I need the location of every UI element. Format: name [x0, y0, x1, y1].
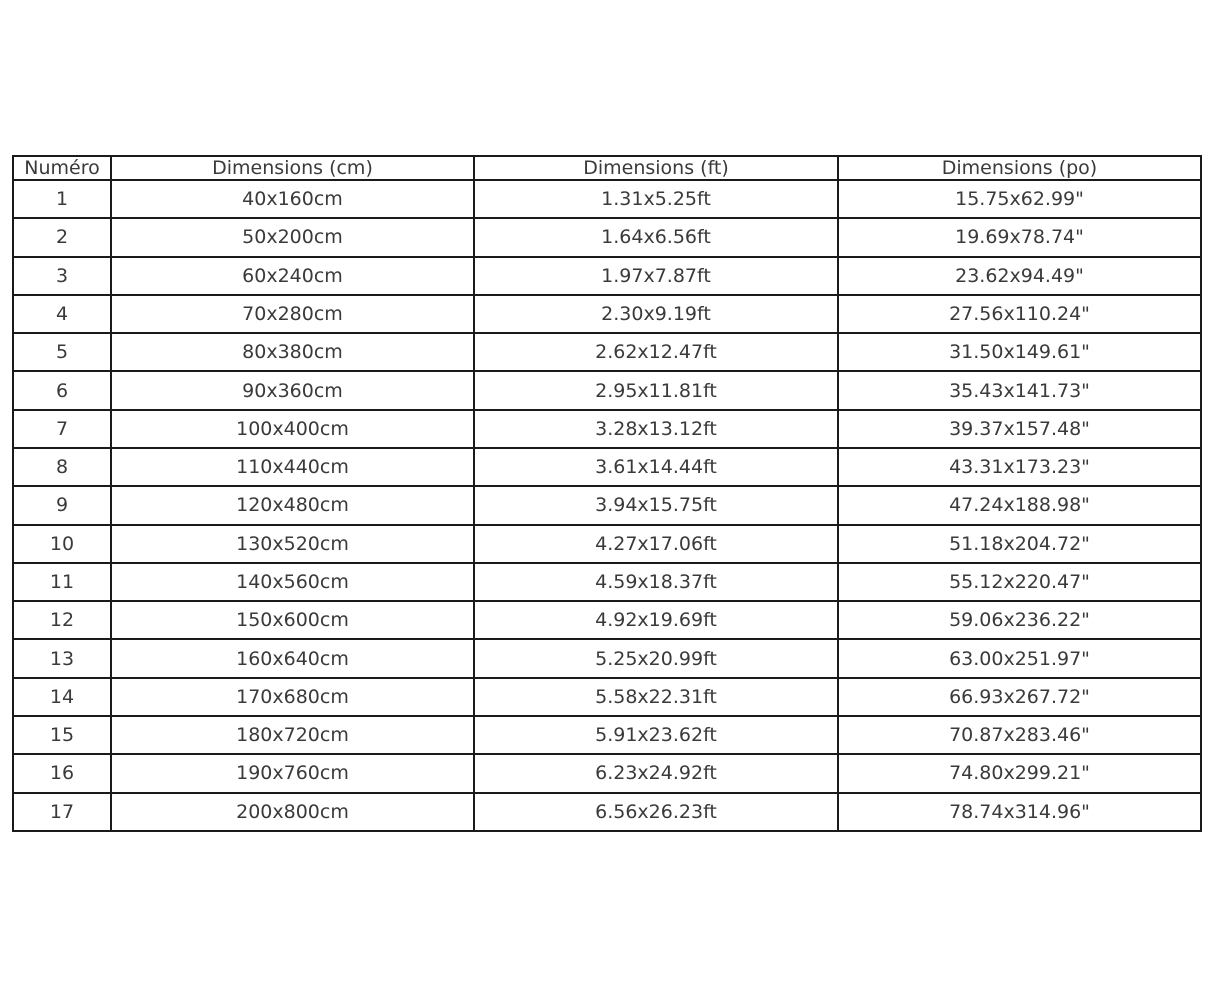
- cell-dimensions-ft: 1.64x6.56ft: [473, 217, 839, 258]
- table-row: 17 200x800cm 6.56x26.23ft 78.74x314.96": [12, 791, 1202, 832]
- cell-dimensions-ft: 4.59x18.37ft: [473, 561, 839, 603]
- cell-dimensions-ft: 5.25x20.99ft: [473, 638, 839, 679]
- cell-dimensions-cm: 60x240cm: [110, 255, 475, 296]
- cell-dimensions-po: 70.87x283.46": [837, 714, 1202, 756]
- cell-dimensions-ft: 3.28x13.12ft: [473, 408, 839, 449]
- cell-numero: 17: [12, 791, 112, 832]
- cell-dimensions-cm: 100x400cm: [110, 408, 475, 449]
- table-row: 5 80x380cm 2.62x12.47ft 31.50x149.61": [12, 332, 1202, 373]
- table-row: 13 160x640cm 5.25x20.99ft 63.00x251.97": [12, 638, 1202, 679]
- cell-dimensions-ft: 3.94x15.75ft: [473, 485, 839, 526]
- table-row: 11 140x560cm 4.59x18.37ft 55.12x220.47": [12, 561, 1202, 603]
- cell-dimensions-po: 78.74x314.96": [837, 791, 1202, 832]
- cell-dimensions-po: 55.12x220.47": [837, 561, 1202, 603]
- table-row: 9 120x480cm 3.94x15.75ft 47.24x188.98": [12, 485, 1202, 526]
- cell-dimensions-ft: 6.56x26.23ft: [473, 791, 839, 832]
- cell-dimensions-po: 31.50x149.61": [837, 332, 1202, 373]
- table-row: 8 110x440cm 3.61x14.44ft 43.31x173.23": [12, 446, 1202, 488]
- cell-dimensions-po: 23.62x94.49": [837, 255, 1202, 296]
- cell-dimensions-po: 63.00x251.97": [837, 638, 1202, 679]
- cell-numero: 9: [12, 485, 112, 526]
- table-body: 1 40x160cm 1.31x5.25ft 15.75x62.99" 2 50x200c…: [12, 178, 1202, 832]
- cell-dimensions-po: 27.56x110.24": [837, 293, 1202, 335]
- header-dimensions-cm: Dimensions (cm): [110, 155, 475, 181]
- cell-dimensions-cm: 180x720cm: [110, 714, 475, 756]
- cell-dimensions-ft: 5.58x22.31ft: [473, 676, 839, 717]
- cell-dimensions-cm: 40x160cm: [110, 178, 475, 220]
- cell-numero: 14: [12, 676, 112, 717]
- cell-dimensions-cm: 190x760cm: [110, 753, 475, 794]
- cell-dimensions-cm: 50x200cm: [110, 217, 475, 258]
- cell-dimensions-po: 19.69x78.74": [837, 217, 1202, 258]
- cell-dimensions-po: 59.06x236.22": [837, 600, 1202, 641]
- cell-dimensions-ft: 1.97x7.87ft: [473, 255, 839, 296]
- cell-numero: 11: [12, 561, 112, 603]
- cell-numero: 16: [12, 753, 112, 794]
- table-row: 1 40x160cm 1.31x5.25ft 15.75x62.99": [12, 178, 1202, 220]
- cell-dimensions-ft: 2.95x11.81ft: [473, 370, 839, 411]
- header-dimensions-po: Dimensions (po): [837, 155, 1202, 181]
- cell-dimensions-po: 15.75x62.99": [837, 178, 1202, 220]
- cell-dimensions-cm: 150x600cm: [110, 600, 475, 641]
- cell-numero: 13: [12, 638, 112, 679]
- table-row: 16 190x760cm 6.23x24.92ft 74.80x299.21": [12, 753, 1202, 794]
- cell-numero: 5: [12, 332, 112, 373]
- cell-dimensions-cm: 120x480cm: [110, 485, 475, 526]
- cell-dimensions-cm: 200x800cm: [110, 791, 475, 832]
- dimensions-table: Numéro Dimensions (cm) Dimensions (ft) D…: [12, 155, 1202, 832]
- table-row: 4 70x280cm 2.30x9.19ft 27.56x110.24": [12, 293, 1202, 335]
- cell-numero: 2: [12, 217, 112, 258]
- cell-dimensions-po: 66.93x267.72": [837, 676, 1202, 717]
- cell-numero: 12: [12, 600, 112, 641]
- table-row: 10 130x520cm 4.27x17.06ft 51.18x204.72": [12, 523, 1202, 564]
- cell-dimensions-cm: 130x520cm: [110, 523, 475, 564]
- table-row: 6 90x360cm 2.95x11.81ft 35.43x141.73": [12, 370, 1202, 411]
- table-row: 2 50x200cm 1.64x6.56ft 19.69x78.74": [12, 217, 1202, 258]
- table-row: 15 180x720cm 5.91x23.62ft 70.87x283.46": [12, 714, 1202, 756]
- table-row: 3 60x240cm 1.97x7.87ft 23.62x94.49": [12, 255, 1202, 296]
- header-numero: Numéro: [12, 155, 112, 181]
- table-header-row: Numéro Dimensions (cm) Dimensions (ft) D…: [12, 155, 1202, 181]
- table-row: 12 150x600cm 4.92x19.69ft 59.06x236.22": [12, 600, 1202, 641]
- cell-dimensions-ft: 3.61x14.44ft: [473, 446, 839, 488]
- cell-dimensions-ft: 4.92x19.69ft: [473, 600, 839, 641]
- cell-dimensions-po: 43.31x173.23": [837, 446, 1202, 488]
- cell-dimensions-cm: 90x360cm: [110, 370, 475, 411]
- cell-numero: 15: [12, 714, 112, 756]
- cell-dimensions-ft: 5.91x23.62ft: [473, 714, 839, 756]
- table-row: 14 170x680cm 5.58x22.31ft 66.93x267.72": [12, 676, 1202, 717]
- cell-dimensions-ft: 6.23x24.92ft: [473, 753, 839, 794]
- cell-dimensions-po: 51.18x204.72": [837, 523, 1202, 564]
- table-row: 7 100x400cm 3.28x13.12ft 39.37x157.48": [12, 408, 1202, 449]
- cell-numero: 4: [12, 293, 112, 335]
- cell-numero: 1: [12, 178, 112, 220]
- cell-dimensions-po: 35.43x141.73": [837, 370, 1202, 411]
- cell-dimensions-ft: 2.30x9.19ft: [473, 293, 839, 335]
- cell-numero: 8: [12, 446, 112, 488]
- cell-numero: 7: [12, 408, 112, 449]
- cell-dimensions-cm: 80x380cm: [110, 332, 475, 373]
- header-dimensions-ft: Dimensions (ft): [473, 155, 839, 181]
- cell-numero: 10: [12, 523, 112, 564]
- cell-dimensions-cm: 170x680cm: [110, 676, 475, 717]
- cell-dimensions-cm: 160x640cm: [110, 638, 475, 679]
- cell-dimensions-cm: 140x560cm: [110, 561, 475, 603]
- cell-numero: 3: [12, 255, 112, 296]
- cell-dimensions-po: 74.80x299.21": [837, 753, 1202, 794]
- cell-dimensions-cm: 110x440cm: [110, 446, 475, 488]
- cell-dimensions-ft: 1.31x5.25ft: [473, 178, 839, 220]
- cell-dimensions-po: 39.37x157.48": [837, 408, 1202, 449]
- cell-dimensions-ft: 4.27x17.06ft: [473, 523, 839, 564]
- cell-dimensions-cm: 70x280cm: [110, 293, 475, 335]
- cell-numero: 6: [12, 370, 112, 411]
- cell-dimensions-po: 47.24x188.98": [837, 485, 1202, 526]
- cell-dimensions-ft: 2.62x12.47ft: [473, 332, 839, 373]
